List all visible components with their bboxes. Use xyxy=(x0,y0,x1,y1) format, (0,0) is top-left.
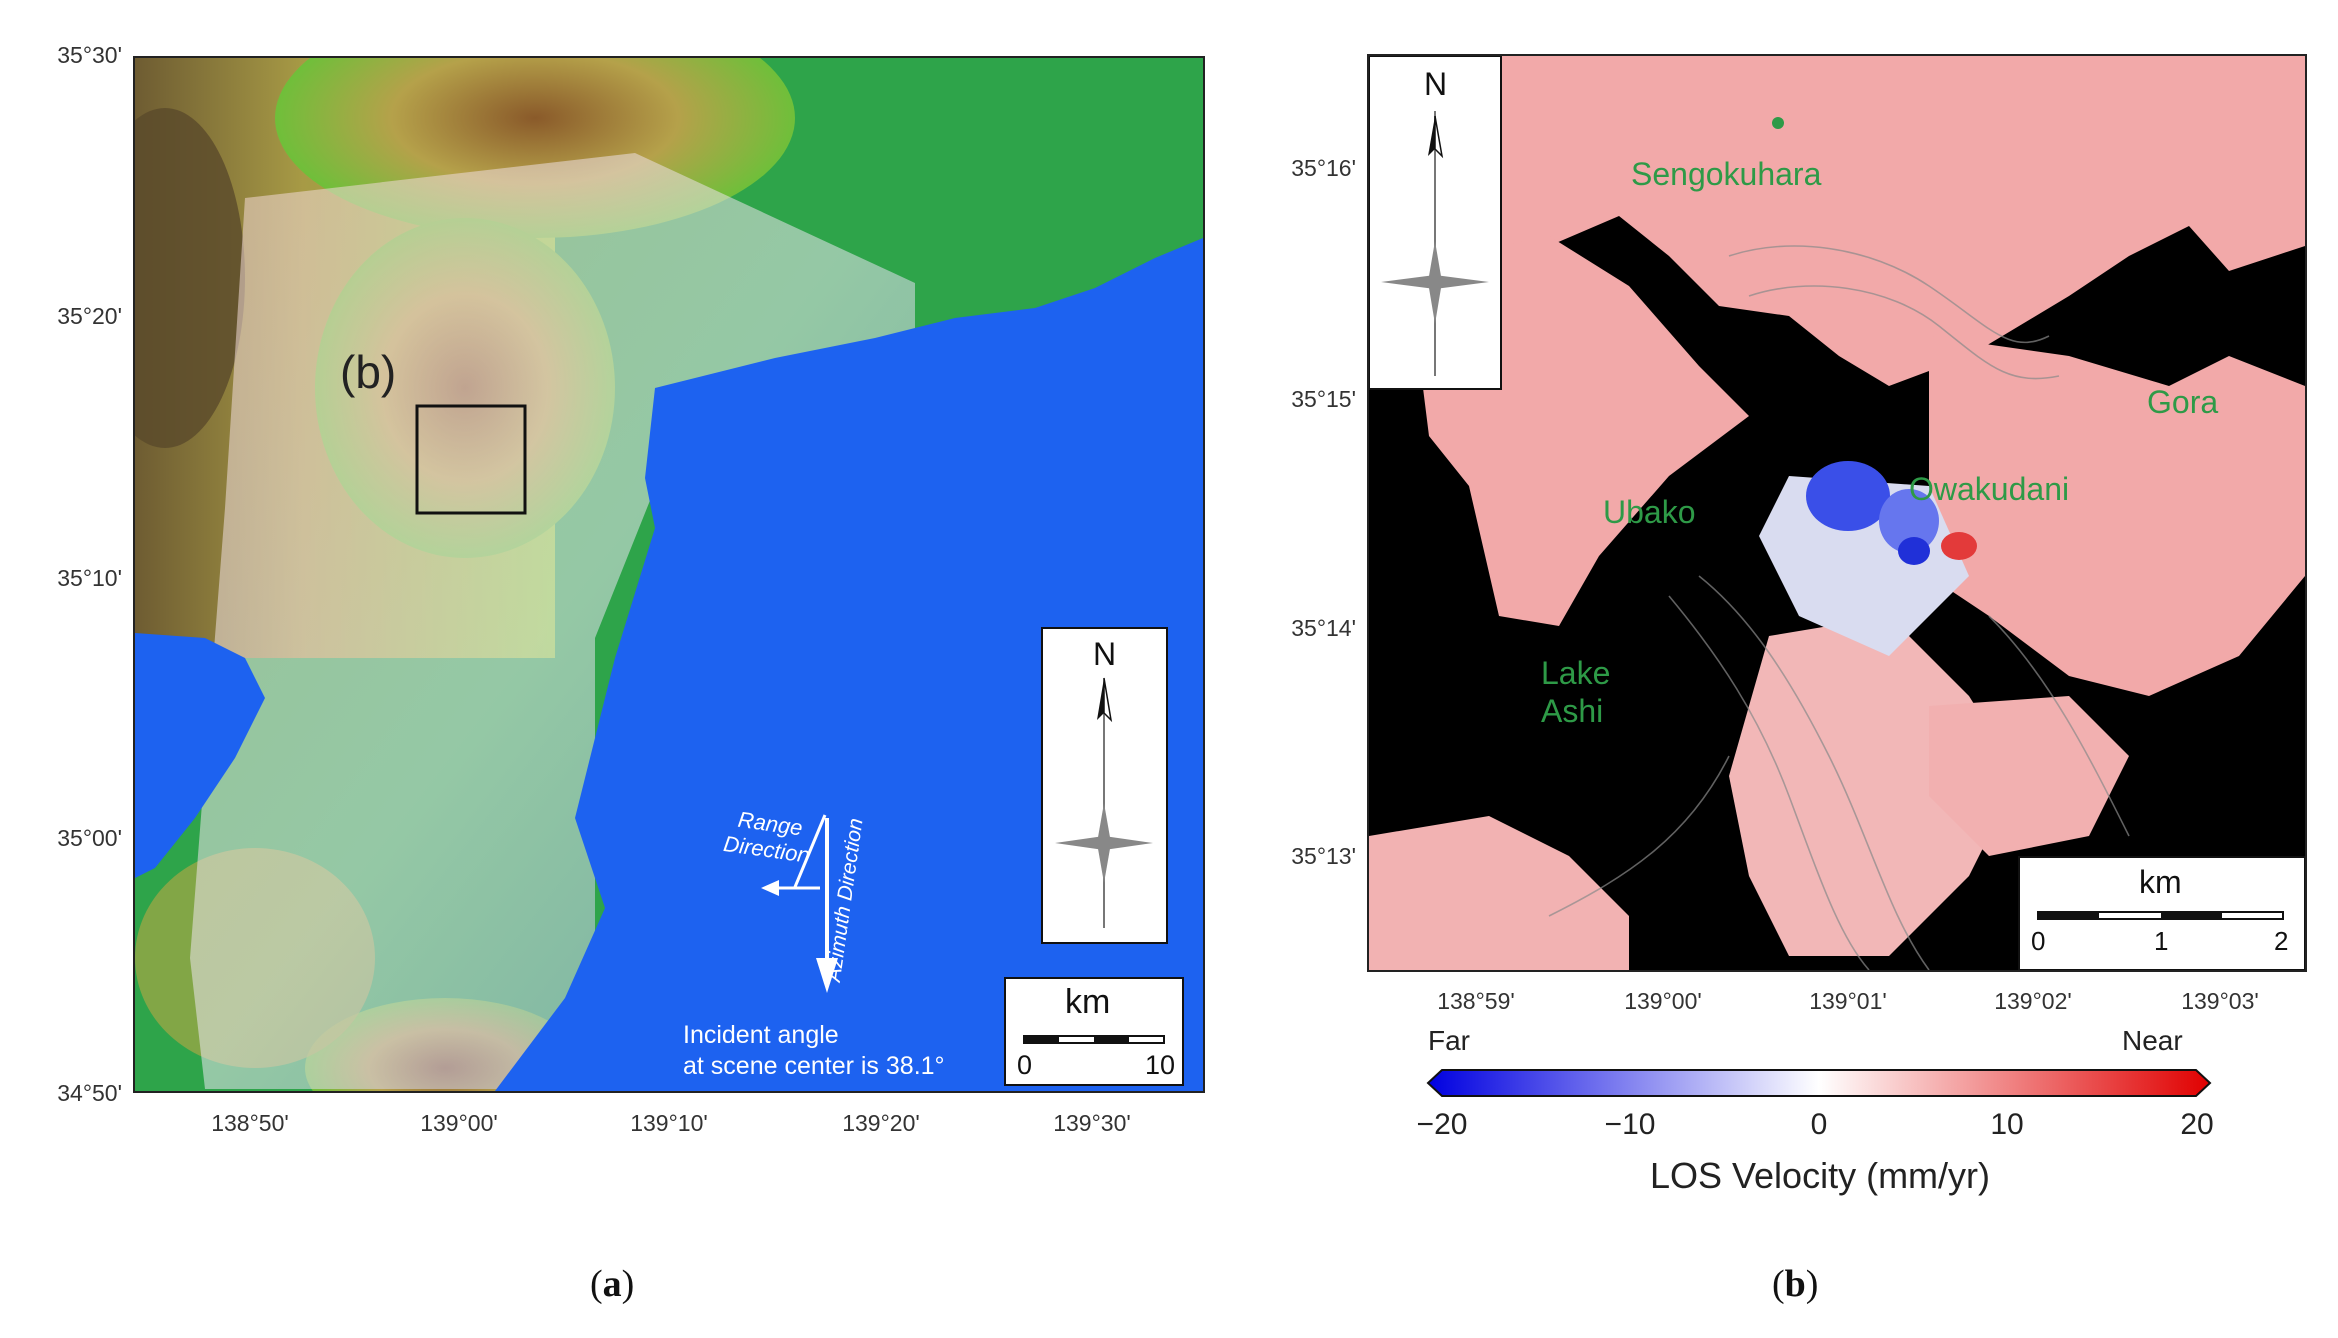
caption-a: (a) xyxy=(590,1263,635,1305)
scale-unit: km xyxy=(1065,983,1111,1021)
colorbar-tick: −10 xyxy=(1604,1108,1656,1141)
scale-unit: km xyxy=(2139,864,2182,900)
y-tick: 35°14' xyxy=(1291,615,1356,641)
colorbar-tick: 20 xyxy=(2180,1108,2214,1141)
x-tick: 139°00' xyxy=(420,1110,498,1136)
scale-end: 2 xyxy=(2274,926,2289,956)
y-tick: 35°10' xyxy=(57,565,122,591)
colorbar-gradient xyxy=(1426,1069,2212,1097)
x-tick: 139°20' xyxy=(842,1110,920,1136)
north-label: N xyxy=(1093,636,1117,672)
place-ubako: Ubako xyxy=(1603,494,1696,530)
colorbar-tick: 10 xyxy=(1990,1108,2024,1141)
los-velocity-map-graphic xyxy=(1369,56,2305,970)
colorbar-near-label: Near xyxy=(2122,1025,2183,1056)
y-tick: 35°00' xyxy=(57,825,122,851)
colorbar-tick: −20 xyxy=(1416,1108,1468,1141)
dem-map-graphic xyxy=(135,58,1203,1091)
scale-start: 0 xyxy=(1017,1050,1033,1080)
place-gora: Gora xyxy=(2147,384,2219,420)
x-tick: 139°01' xyxy=(1809,988,1887,1014)
y-tick: 35°13' xyxy=(1291,843,1356,869)
x-tick: 139°00' xyxy=(1624,988,1702,1014)
y-tick: 35°20' xyxy=(57,303,122,329)
x-tick: 139°10' xyxy=(630,1110,708,1136)
colorbar-title: LOS Velocity (mm/yr) xyxy=(1649,1155,1991,1196)
x-tick: 139°30' xyxy=(1053,1110,1131,1136)
scale-start: 0 xyxy=(2031,926,2046,956)
north-label: N xyxy=(1424,66,1448,102)
panel-b-map: Sengokuhara Gora Owakudani Ubako Lake As… xyxy=(1367,54,2307,972)
scale-end: 10 xyxy=(1145,1050,1176,1080)
y-tick: 34°50' xyxy=(57,1080,122,1106)
place-lake-ashi: Lake Ashi xyxy=(1541,655,1611,729)
x-tick: 139°03' xyxy=(2181,988,2259,1014)
caption-b: (b) xyxy=(1772,1263,1819,1305)
colorbar-tick: 0 xyxy=(1810,1108,1828,1141)
place-sengokuhara: Sengokuhara xyxy=(1631,156,1822,192)
scale-mid: 1 xyxy=(2154,926,2169,956)
y-tick: 35°16' xyxy=(1291,155,1356,181)
inset-b-label: (b) xyxy=(340,346,397,398)
panel-a-map: (b) N km 0 10 Range Direction Azimuth Di… xyxy=(133,56,1205,1093)
x-tick: 138°59' xyxy=(1437,988,1515,1014)
x-tick: 139°02' xyxy=(1994,988,2072,1014)
x-tick: 138°50' xyxy=(211,1110,289,1136)
colorbar-far-label: Far xyxy=(1428,1025,1470,1056)
y-tick: 35°15' xyxy=(1291,386,1356,412)
place-owakudani: Owakudani xyxy=(1909,471,2070,507)
y-tick: 35°30' xyxy=(57,42,122,68)
incident-angle-label: Incident angle at scene center is 38.1° xyxy=(683,1021,945,1080)
